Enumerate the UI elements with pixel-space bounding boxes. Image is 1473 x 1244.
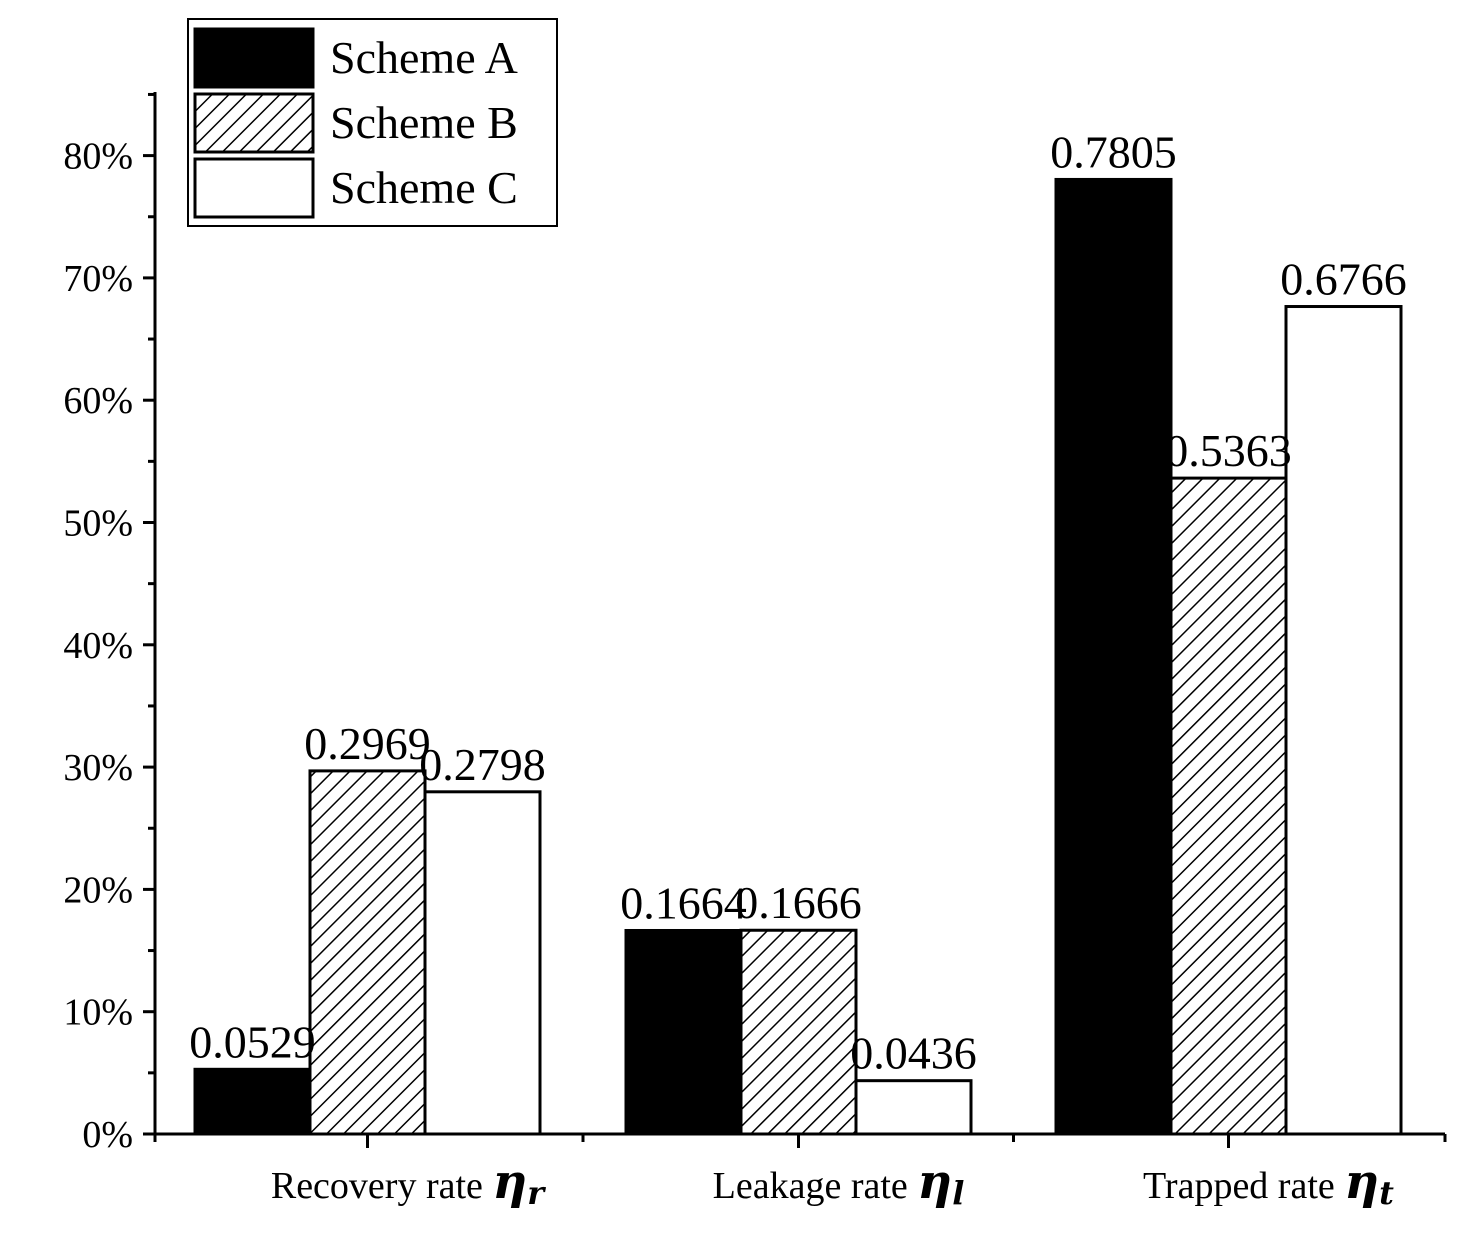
category-subscript: t (1379, 1174, 1394, 1212)
category-subscript: l (952, 1174, 964, 1212)
y-tick-label: 20% (63, 869, 133, 911)
data-label: 0.1664 (620, 877, 747, 928)
legend-swatch-scheme-a (195, 29, 313, 87)
bar-scheme-c-2 (856, 1081, 971, 1134)
bar-scheme-a-1 (195, 1069, 310, 1134)
bar-scheme-c-3 (1286, 307, 1401, 1134)
category-symbol: η (492, 1154, 527, 1210)
category-label: Recovery rate ηr (271, 1154, 546, 1212)
category-label: Trapped rate ηt (1143, 1154, 1394, 1212)
bar-scheme-a-2 (626, 930, 741, 1134)
y-tick-label: 80% (63, 136, 133, 178)
y-tick-label: 30% (63, 747, 133, 789)
chart-container: 0.0529 0.1664 0.7805 0.2969 0.1666 0.5363 0.27… (0, 0, 1473, 1244)
y-tick-label: 0% (82, 1114, 133, 1156)
legend: Scheme A Scheme B Scheme C (188, 19, 557, 226)
data-label: 0.5363 (1165, 425, 1292, 476)
data-label: 0.2798 (419, 739, 546, 790)
data-label: 0.6766 (1280, 254, 1407, 305)
y-tick-label: 70% (63, 258, 133, 300)
data-label: 0.7805 (1050, 126, 1177, 177)
category-label: Leakage rate ηl (713, 1154, 965, 1212)
category-symbol: η (1344, 1154, 1379, 1210)
bar-scheme-b-3 (1171, 478, 1286, 1134)
legend-swatch-scheme-c (195, 159, 313, 217)
data-label: 0.0529 (189, 1016, 316, 1067)
legend-label: Scheme C (330, 162, 518, 213)
legend-label: Scheme B (330, 97, 518, 148)
category-text: Recovery rate (271, 1165, 493, 1207)
data-label: 0.2969 (304, 718, 431, 769)
bar-chart: 0.0529 0.1664 0.7805 0.2969 0.1666 0.5363 0.27… (0, 0, 1473, 1244)
data-label: 0.0436 (850, 1028, 977, 1079)
legend-swatch-scheme-b (195, 94, 313, 152)
bar-scheme-b-2 (741, 930, 856, 1134)
bar-scheme-a-3 (1056, 179, 1171, 1134)
y-tick-label: 10% (63, 992, 133, 1034)
category-text: Trapped rate (1143, 1165, 1344, 1207)
bar-scheme-b-1 (310, 771, 425, 1134)
legend-label: Scheme A (330, 32, 518, 83)
y-tick-label: 50% (63, 503, 133, 545)
y-tick-label: 60% (63, 380, 133, 422)
category-text: Leakage rate (713, 1165, 918, 1207)
category-symbol: η (917, 1154, 952, 1210)
category-subscript: r (527, 1174, 546, 1212)
bars-layer (195, 179, 1401, 1134)
data-label: 0.1666 (735, 877, 862, 928)
y-tick-label: 40% (63, 625, 133, 667)
bar-scheme-c-1 (425, 792, 540, 1134)
